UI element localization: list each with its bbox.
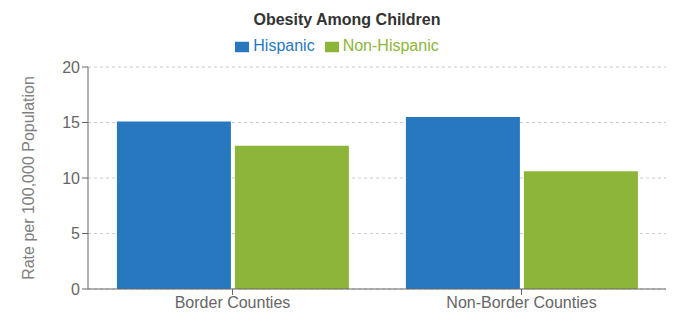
html-text:Non-Hispanic: Non-Hispanic — [342, 37, 439, 54]
svg-text:Rate per 100,000 Population: Rate per 100,000 Population — [20, 76, 37, 280]
svg-text:10: 10 — [62, 170, 80, 187]
svg-text:0: 0 — [71, 281, 80, 298]
svg-text:Non-Border Counties: Non-Border Counties — [446, 294, 596, 311]
svg-text:Border Counties: Border Counties — [175, 294, 291, 311]
html-text:Obesity Among Children: Obesity Among Children — [253, 11, 441, 28]
svg-text:20: 20 — [62, 59, 80, 76]
svg-text:5: 5 — [71, 225, 80, 242]
html-text:Hispanic: Hispanic — [253, 37, 315, 54]
svg-text:15: 15 — [62, 114, 80, 131]
